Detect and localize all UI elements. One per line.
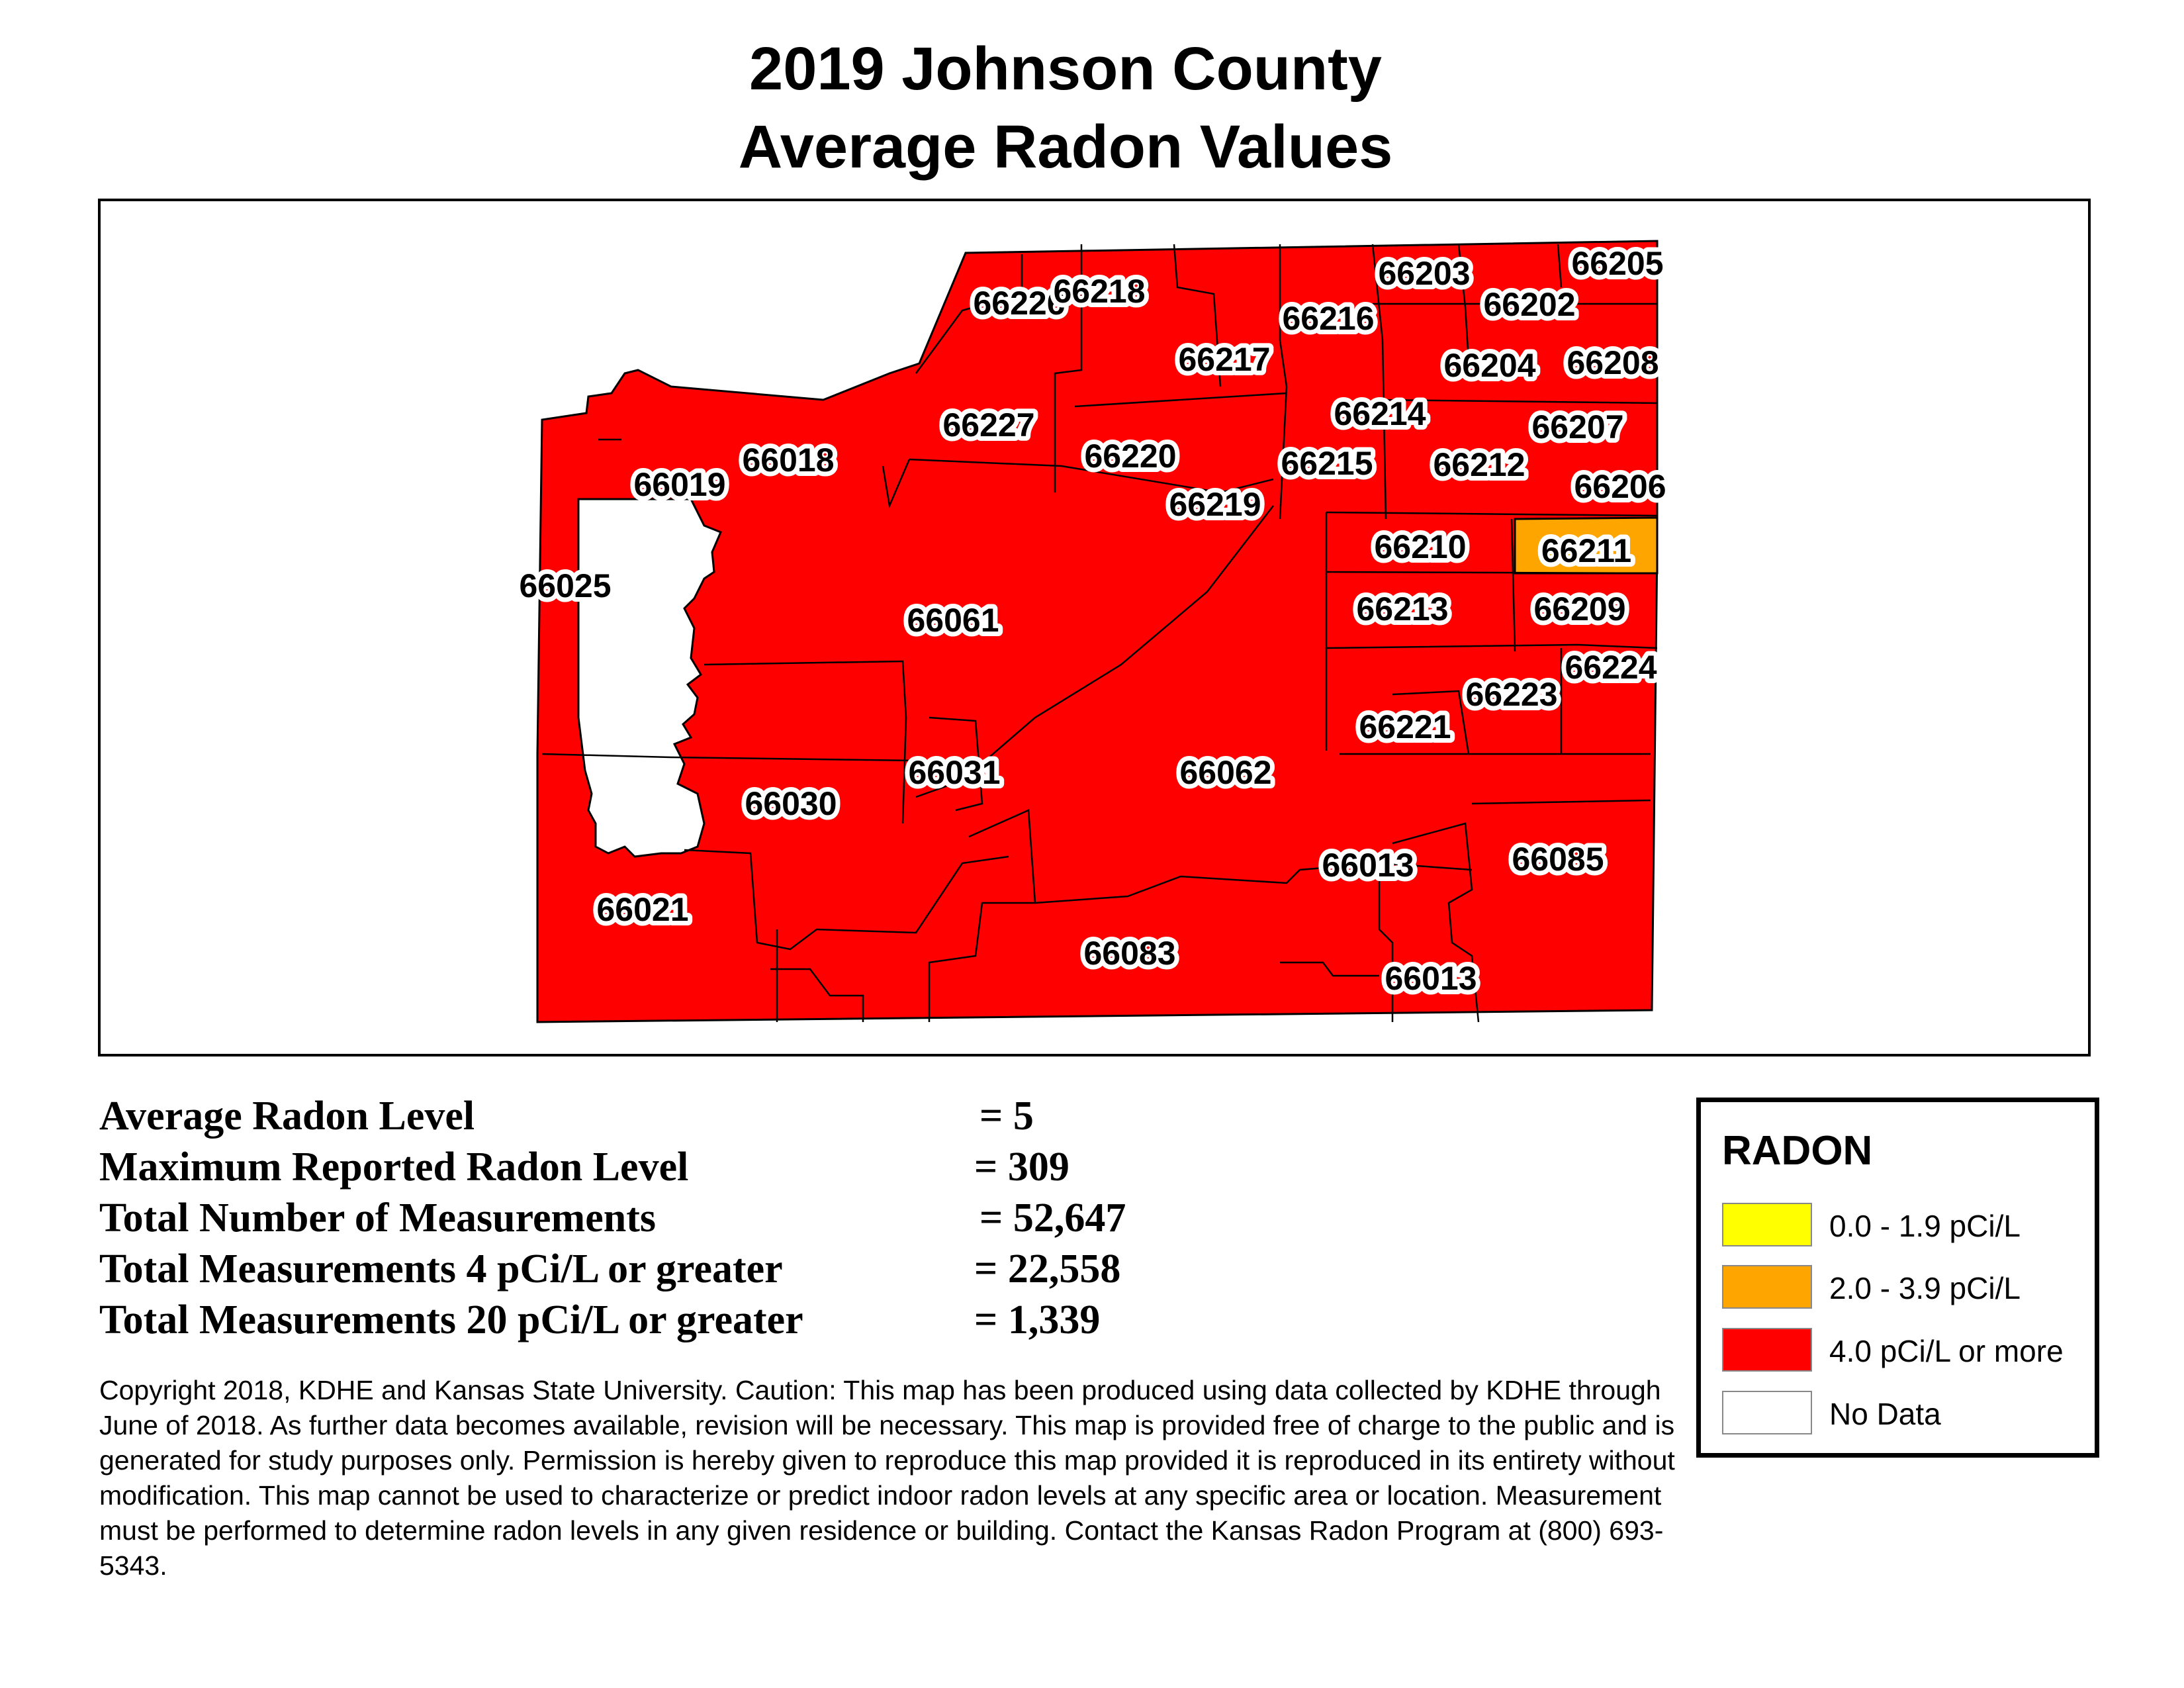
zip-label-66030: 66030: [745, 785, 837, 822]
zip-label-66227: 66227: [942, 406, 1034, 444]
zip-label-66203: 66203: [1378, 255, 1470, 292]
zip-label-66019: 66019: [633, 466, 725, 503]
copyright-notice: Copyright 2018, KDHE and Kansas State Un…: [99, 1375, 1675, 1581]
zip-label-66202: 66202: [1483, 286, 1575, 323]
zip-label-66204: 66204: [1443, 347, 1535, 384]
county-region: [536, 240, 1659, 1023]
legend-label: No Data: [1829, 1397, 1941, 1431]
legend-swatch: [1722, 1265, 1812, 1309]
zip-label-66224: 66224: [1565, 649, 1657, 686]
zip-label-66061: 66061: [907, 602, 999, 639]
zip-label-66221: 66221: [1359, 708, 1451, 745]
zip-label-66083: 66083: [1083, 935, 1175, 972]
zip-label-66215: 66215: [1281, 445, 1373, 482]
zip-label-66025: 66025: [519, 567, 611, 604]
legend: RADON 0.0 - 1.9 pCi/L 2.0 - 3.9 pCi/L 4.0 …: [1696, 1098, 2099, 1458]
zip-label-66085: 66085: [1512, 841, 1604, 878]
zip-label-66219: 66219: [1169, 486, 1261, 523]
zip-label-66226: 66226: [973, 285, 1065, 322]
zip-label-66214: 66214: [1334, 395, 1426, 432]
zip-label-66062: 66062: [1179, 754, 1271, 791]
stat-label: Maximum Reported Radon Level: [99, 1145, 689, 1190]
zip-label-66208: 66208: [1567, 344, 1659, 381]
stat-value: = 52,647: [979, 1196, 1126, 1241]
zip-label-66207: 66207: [1531, 408, 1623, 445]
zip-boundaries: [541, 244, 1658, 1023]
zip-label-66223: 66223: [1465, 676, 1557, 713]
stat-label: Total Measurements 20 pCi/L or greater: [99, 1297, 803, 1342]
zip-label-66018: 66018: [742, 442, 834, 479]
zip-label-66209: 66209: [1533, 590, 1625, 628]
zip-label-66218: 66218: [1053, 273, 1145, 310]
stat-value: = 22,558: [974, 1246, 1121, 1291]
stat-label: Total Measurements 4 pCi/L or greater: [99, 1246, 783, 1291]
legend-swatch: [1722, 1203, 1812, 1246]
stat-value: = 1,339: [974, 1297, 1101, 1342]
zip-label-66211: 66211: [1541, 532, 1631, 569]
stat-value: = 5: [979, 1094, 1034, 1139]
zip-label-66213: 66213: [1356, 590, 1448, 628]
legend-title: RADON: [1722, 1128, 1873, 1174]
zip-label-66217: 66217: [1178, 341, 1270, 378]
stat-label: Total Number of Measurements: [99, 1196, 656, 1241]
zip-label-66216: 66216: [1282, 300, 1374, 337]
map-frame: 66226 66218 66203 66205 66202 66216 66217 66204…: [98, 199, 2091, 1056]
zip-label-66013: 66013: [1322, 847, 1414, 884]
zip-label-66220: 66220: [1084, 438, 1176, 475]
legend-label: 0.0 - 1.9 pCi/L: [1829, 1209, 2021, 1243]
map-title-line-1: 2019 Johnson County: [749, 35, 1382, 103]
zip-label-66031: 66031: [908, 754, 1000, 791]
legend-swatch: [1722, 1328, 1812, 1372]
stat-value: = 309: [974, 1145, 1069, 1190]
zip-label-66210: 66210: [1374, 528, 1466, 565]
stat-label: Average Radon Level: [99, 1094, 475, 1139]
legend-label: 4.0 pCi/L or more: [1829, 1334, 2064, 1368]
legend-swatch: [1722, 1391, 1812, 1434]
zip-label-66205: 66205: [1571, 245, 1663, 282]
zip-label-66206: 66206: [1574, 468, 1666, 505]
zip-66025-region: [577, 498, 722, 858]
zip-label-66021: 66021: [596, 891, 688, 928]
zip-label-66013: 66013: [1385, 960, 1477, 997]
legend-label: 2.0 - 3.9 pCi/L: [1829, 1271, 2021, 1305]
zip-label-66212: 66212: [1433, 446, 1525, 483]
map-title-line-2: Average Radon Values: [738, 113, 1393, 181]
